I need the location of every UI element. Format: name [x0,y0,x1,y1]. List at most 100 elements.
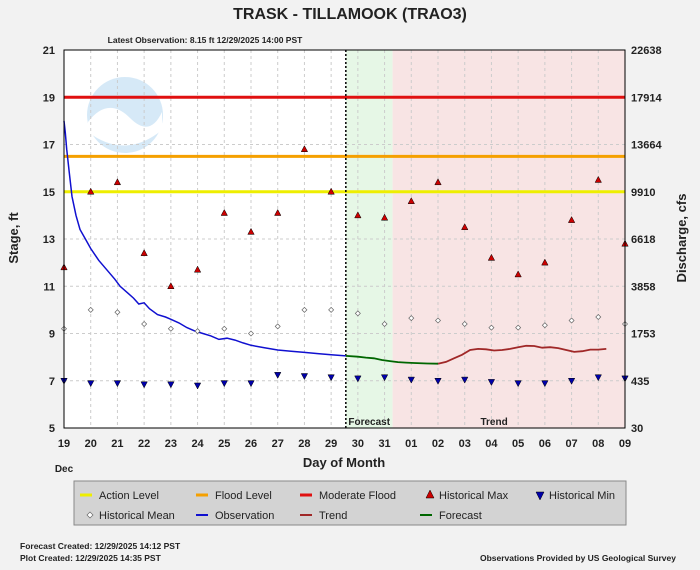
historical-max-point [327,187,335,195]
historical-mean-point [435,317,441,324]
x-tick-label: 05 [512,438,524,450]
historical-mean-point [381,321,388,328]
x-tick-label: 06 [539,438,551,450]
forecast-created: Forecast Created: 12/29/2025 14:12 PST [20,541,181,551]
legend-item-moderate: Moderate Flood [300,490,396,502]
y-tick-label: 11 [43,281,55,293]
historical-mean-point [301,306,308,313]
y-tick-label: 5 [49,423,55,435]
y-right-tick-label: 6618 [631,234,655,246]
x-tick-label: 02 [432,438,444,450]
x-tick-label: 20 [85,438,97,450]
historical-max-point [567,216,576,223]
historical-max-point [193,265,202,273]
x-tick-label: 27 [272,438,284,450]
x-tick-label: 09 [619,438,631,450]
x-tick-label: 21 [111,438,123,450]
month-label: Dec [55,464,74,475]
legend-label: Historical Max [439,490,509,502]
historical-min-point [541,380,549,388]
historical-mean-point [568,317,575,324]
historical-mean-point [515,324,522,331]
historical-mean-point [274,323,281,330]
legend-item-observation: Observation [196,510,274,522]
legend: Action Level Flood Level Moderate Flood His… [73,480,627,526]
plot-area: 5 7 9 11 13 15 17 19 21 30 435 1753 3858 6618 9910 1366… [43,45,663,450]
legend-label: Trend [319,510,347,522]
historical-mean-point [167,325,174,332]
x-tick-label: 03 [459,438,471,450]
x-tick-label: 28 [298,438,310,450]
y-right-tick-label: 435 [631,376,649,388]
noaa-logo-wave [88,107,162,146]
y-tick-label: 17 [43,140,55,152]
historical-min-point [567,378,576,385]
legend-symbol-hist-min [535,491,545,501]
historical-mean-point [194,328,201,335]
legend-label: Historical Min [549,490,615,502]
y-right-tick-label: 30 [631,423,643,435]
legend-item-action: Action Level [80,490,159,502]
historical-mean-point [87,306,94,313]
historical-mean-point [354,310,361,317]
historical-min-point [167,381,175,389]
legend-label: Forecast [439,510,482,522]
historical-min-point [380,374,389,382]
y-right-tick-label: 9910 [631,187,655,199]
historical-mean-point [595,313,602,320]
x-tick-label: 08 [592,438,604,450]
historical-mean-point [221,325,228,332]
y-right-tick-label: 13664 [631,140,662,152]
historical-min-point [113,380,122,388]
legend-symbol-hist-mean [86,511,94,519]
historical-mean-point [114,309,121,316]
legend-label: Historical Mean [99,510,175,522]
historical-min-point [461,376,469,384]
plot-frame [63,49,626,429]
y-tick-label: 9 [49,329,55,341]
x-tick-label: 01 [405,438,417,450]
x-axis-label: Day of Month [303,455,385,470]
x-tick-label: 04 [485,438,498,450]
historical-max-point [514,270,522,278]
historical-max-point [220,208,228,216]
historical-min-point [434,378,442,385]
legend-item-flood: Flood Level [196,490,272,502]
forecast-line [345,355,439,365]
legend-label: Action Level [99,490,159,502]
y-tick-label: 15 [43,187,55,199]
noaa-logo-watermark [87,77,163,153]
y-right-tick-label: 22638 [631,45,662,57]
legend-label: Flood Level [215,490,272,502]
historical-mean-point [408,315,415,322]
legend-box [73,480,627,526]
historical-min-point [247,380,255,388]
historical-max-point [594,175,602,183]
y-tick-label: 7 [49,376,55,388]
legend-item-trend: Trend [300,510,347,522]
historical-min-point [594,374,602,382]
data-credit: Observations Provided by US Geological S… [480,553,676,563]
historical-max-point [87,187,95,195]
x-tick-label: 30 [352,438,364,450]
historical-max-point [113,178,122,186]
trend-region-label: Trend [480,417,507,428]
x-tick-label: 29 [325,438,337,450]
historical-min-point [514,380,522,388]
historical-max-point [247,227,255,235]
legend-symbol-hist-max [425,489,435,499]
historical-min-point [300,373,309,381]
historical-mean-point [248,330,254,337]
y-right-tick-label: 1753 [631,329,655,341]
historical-mean-point [328,306,335,313]
observation-line [63,120,346,357]
historical-max-point [140,249,148,256]
historical-max-point [461,223,469,230]
historical-min-point [407,376,415,384]
historical-min-point [87,380,95,388]
historical-min-point [193,382,202,390]
legend-item-forecast: Forecast [420,510,482,522]
legend-item-hist_max: Historical Max [425,489,509,502]
historical-mean-point [141,321,148,328]
